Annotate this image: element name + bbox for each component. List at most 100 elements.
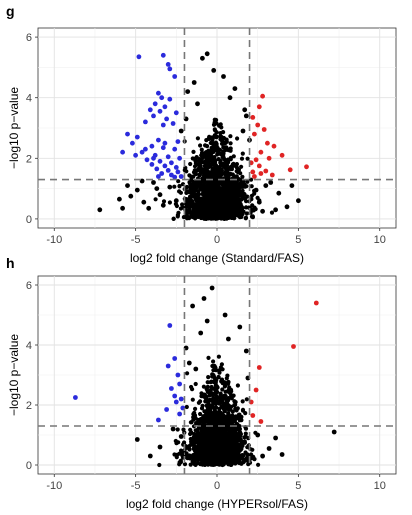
ns-point bbox=[236, 451, 241, 456]
gridlines-g bbox=[38, 28, 396, 228]
ns-point bbox=[195, 101, 200, 107]
ns-point bbox=[218, 459, 224, 465]
ns-point bbox=[236, 199, 241, 204]
ns-point bbox=[198, 411, 203, 417]
ns-point bbox=[222, 201, 227, 206]
ns-point bbox=[260, 453, 265, 459]
ns-point bbox=[212, 458, 217, 463]
down-point bbox=[154, 166, 160, 172]
ns-point bbox=[191, 412, 196, 417]
ns-point bbox=[240, 151, 245, 156]
ns-point bbox=[199, 391, 204, 396]
ns-point bbox=[230, 441, 235, 446]
ns-point bbox=[229, 426, 234, 431]
ns-point bbox=[225, 446, 230, 451]
ns-point bbox=[208, 380, 213, 385]
ns-point bbox=[207, 163, 213, 168]
down-point bbox=[149, 162, 155, 167]
down-point bbox=[160, 145, 166, 151]
ns-point bbox=[176, 179, 181, 184]
up-point bbox=[253, 387, 259, 393]
ns-point bbox=[193, 406, 198, 411]
ns-point bbox=[190, 453, 196, 458]
ns-point bbox=[198, 169, 203, 174]
down-point bbox=[177, 411, 183, 417]
ns-point bbox=[273, 207, 278, 213]
ns-point bbox=[229, 392, 234, 398]
down-point bbox=[136, 54, 142, 60]
ns-point bbox=[242, 107, 248, 113]
ns-point bbox=[249, 184, 254, 189]
ns-point bbox=[211, 396, 217, 401]
ns-point bbox=[216, 354, 221, 359]
ns-point bbox=[225, 205, 230, 210]
down-point bbox=[160, 122, 166, 128]
ns-point bbox=[193, 196, 198, 202]
up-point bbox=[287, 167, 293, 173]
ns-point bbox=[220, 399, 225, 404]
ns-point bbox=[214, 199, 219, 204]
ns-point bbox=[217, 147, 222, 152]
down-point bbox=[143, 119, 148, 125]
ns-point bbox=[241, 184, 246, 189]
ns-point bbox=[210, 216, 215, 221]
ns-point bbox=[185, 89, 191, 94]
ns-point bbox=[188, 202, 193, 207]
ns-point bbox=[194, 208, 199, 214]
ns-point bbox=[206, 355, 211, 360]
ns-point bbox=[204, 51, 210, 57]
x-tick-label: 10 bbox=[374, 234, 386, 246]
ns-point bbox=[177, 184, 182, 189]
ns-point bbox=[97, 207, 103, 213]
ns-point bbox=[174, 203, 179, 209]
ns-point bbox=[212, 179, 217, 184]
down-point bbox=[173, 165, 179, 170]
ns-point bbox=[237, 324, 243, 330]
ns-point bbox=[233, 205, 239, 210]
ns-point bbox=[244, 397, 249, 402]
y-tick-label: 4 bbox=[26, 340, 32, 352]
ns-point bbox=[154, 186, 160, 192]
ns-point bbox=[273, 435, 278, 441]
ns-point bbox=[198, 182, 203, 187]
up-point bbox=[258, 419, 264, 424]
ns-point bbox=[204, 403, 209, 408]
ns-point bbox=[199, 454, 204, 459]
ns-point bbox=[146, 205, 152, 211]
ns-point bbox=[214, 433, 219, 439]
ns-point bbox=[153, 197, 158, 202]
ns-point bbox=[216, 189, 221, 194]
ns-point bbox=[199, 147, 204, 152]
x-tick-label: 5 bbox=[295, 234, 301, 246]
ns-point bbox=[213, 365, 218, 371]
x-tick-label: 10 bbox=[374, 480, 386, 492]
x-tick-label: -10 bbox=[46, 480, 62, 492]
ns-point bbox=[241, 453, 246, 458]
ns-point bbox=[289, 183, 295, 189]
ns-point bbox=[244, 199, 249, 204]
ns-point bbox=[234, 422, 239, 427]
ns-point bbox=[174, 441, 179, 446]
down-point bbox=[73, 395, 78, 400]
y-tick-label: 6 bbox=[26, 280, 32, 292]
ns-point bbox=[218, 131, 223, 136]
ns-point bbox=[187, 208, 192, 213]
ns-point bbox=[193, 462, 198, 467]
ns-point bbox=[194, 179, 199, 184]
ns-point bbox=[194, 155, 199, 160]
ns-point bbox=[219, 413, 224, 418]
ns-point bbox=[220, 387, 225, 392]
ns-point bbox=[225, 215, 231, 220]
ns-point bbox=[228, 155, 233, 160]
ns-point bbox=[243, 426, 249, 431]
ns-point bbox=[210, 402, 216, 407]
ns-point bbox=[208, 388, 213, 393]
ns-point bbox=[167, 184, 173, 190]
down-point bbox=[151, 113, 156, 119]
down-point bbox=[162, 140, 168, 146]
ns-point bbox=[201, 296, 207, 301]
ns-point bbox=[193, 158, 198, 163]
ns-point bbox=[210, 391, 215, 396]
ns-point bbox=[214, 390, 219, 395]
ns-point bbox=[234, 213, 239, 218]
